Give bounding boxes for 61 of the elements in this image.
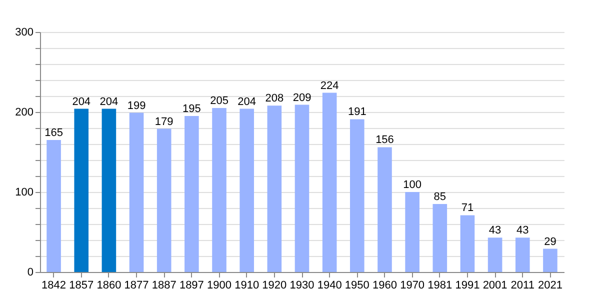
x-tick-label: 1940 [317,280,342,292]
data-label: 165 [44,127,63,139]
x-tick-label: 2001 [482,280,508,292]
y-tick-label: 100 [15,186,34,198]
bar [460,215,475,272]
bar [102,108,116,272]
bar [267,106,282,272]
bar [488,238,502,272]
bar [350,119,364,272]
bar [156,128,172,272]
data-label: 71 [461,202,474,214]
y-tick-label: 300 [15,26,34,38]
x-tick-label: 1857 [69,280,94,292]
data-label: 204 [72,96,91,108]
x-tick-label: 1950 [344,280,370,292]
x-tick-label: 1930 [290,280,314,292]
y-tick-label: 0 [27,266,34,278]
data-label: 43 [488,224,502,237]
data-label: 195 [182,103,201,115]
x-tick-label: 1991 [455,280,480,292]
x-tick-label: 1900 [207,280,232,292]
x-tick-label: 1897 [179,280,204,292]
bar [515,238,530,272]
bar [294,104,310,272]
y-tick-label: 200 [15,106,34,118]
data-label: 208 [265,92,284,105]
bar [543,248,558,272]
x-tick-label: 1877 [124,280,149,292]
bar [432,204,448,272]
bar [212,108,226,272]
bar [46,140,61,272]
x-tick-label: 1920 [262,280,287,292]
data-label: 191 [348,106,366,118]
x-tick-label: 1981 [428,280,452,292]
data-label: 156 [376,134,394,146]
bar [378,147,392,272]
data-label: 204 [100,96,118,108]
data-label: 224 [320,80,339,92]
x-tick-label: 2011 [510,280,534,292]
data-label: 209 [292,92,312,104]
data-label: 100 [403,179,422,191]
x-tick-label: 1860 [96,280,122,292]
data-label: 43 [516,224,529,237]
data-label: 85 [434,191,446,203]
data-label: 199 [127,100,146,112]
bar [129,112,144,272]
bar [322,92,337,272]
data-label: 204 [238,96,256,108]
data-label: 29 [544,236,556,248]
x-tick-label: 1960 [372,280,397,292]
x-tick-label: 1910 [234,280,260,292]
x-tick-label: 1887 [152,280,176,292]
x-tick-label: 1842 [42,280,66,292]
bar [405,192,420,272]
bar [184,116,199,272]
bar [74,108,89,272]
x-tick-label: 1970 [400,280,425,292]
data-label: 205 [210,95,228,107]
data-label: 179 [154,116,174,128]
x-tick-label: 2021 [538,280,562,292]
bar [240,108,254,272]
